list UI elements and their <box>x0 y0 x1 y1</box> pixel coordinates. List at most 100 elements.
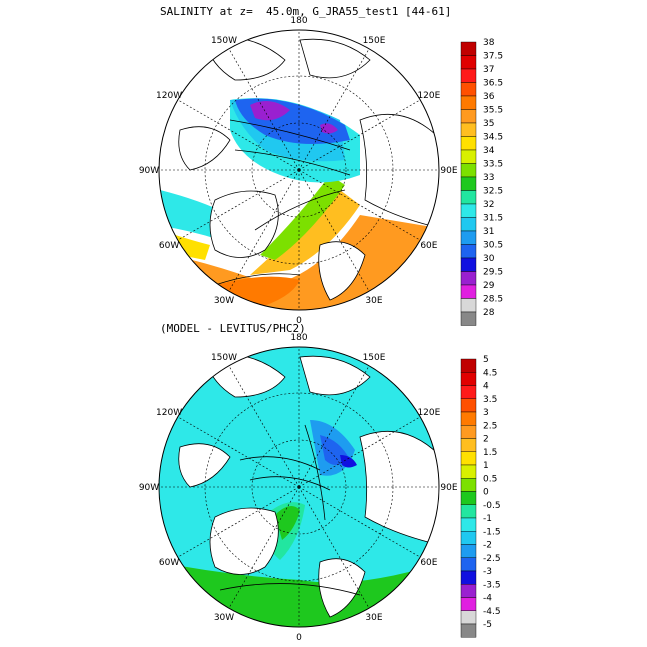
top-polar-map: 180 150E 120E 90E 60E 30E 0 30W 60W 90W 120W 150W <box>139 16 458 326</box>
longitude-label: 30E <box>365 296 382 306</box>
colorbar-label: 30.5 <box>483 241 503 251</box>
colorbar-label: -5 <box>483 620 492 630</box>
colorbar-label: 30 <box>483 254 495 264</box>
colorbar-label: -2.5 <box>483 554 501 564</box>
colorbar-label: 36.5 <box>483 79 503 89</box>
colorbar-label: 5 <box>483 355 489 365</box>
colorbar-label: -3.5 <box>483 580 501 590</box>
colorbar-label: 37.5 <box>483 52 503 62</box>
colorbar-label: 32 <box>483 200 494 210</box>
colorbar-label: 35.5 <box>483 106 503 116</box>
colorbar-label: 0 <box>483 488 489 498</box>
longitude-label: 120W <box>156 91 182 101</box>
colorbar-label: 37 <box>483 65 494 75</box>
colorbar-swatch <box>460 271 477 286</box>
colorbar-label: 3 <box>483 408 489 418</box>
longitude-label: 150E <box>363 353 386 363</box>
longitude-label: 60W <box>159 558 179 568</box>
colorbar-label: 4.5 <box>483 368 497 378</box>
colorbar-label: 29 <box>483 281 495 291</box>
scandinavia-land-diff <box>318 558 366 618</box>
colorbar-label: 1 <box>483 461 489 471</box>
colorbar-label: 33 <box>483 173 494 183</box>
colorbar-label: 35 <box>483 119 494 129</box>
colorbar-label: 29.5 <box>483 268 503 278</box>
colorbar-swatch <box>460 464 477 479</box>
colorbar-swatch <box>460 149 477 164</box>
longitude-label: 30W <box>214 613 234 623</box>
chukotka-land <box>299 38 371 79</box>
colorbar-swatch <box>460 385 477 399</box>
longitude-label: 180 <box>290 16 307 26</box>
colorbar-label: 2 <box>483 435 489 445</box>
colorbar-label: -1 <box>483 514 492 524</box>
colorbar-label: 31 <box>483 227 494 237</box>
longitude-label: 150W <box>211 353 237 363</box>
colorbar-label: 0.5 <box>483 474 497 484</box>
longitude-label: 0 <box>296 633 302 643</box>
longitude-label: 150E <box>363 36 386 46</box>
greenland-land-diff <box>209 507 279 575</box>
colorbar-swatch <box>460 217 477 232</box>
longitude-label: 60W <box>159 241 179 251</box>
colorbar-label: -3 <box>483 567 492 577</box>
colorbar-label: 32.5 <box>483 187 503 197</box>
colorbar-swatch <box>460 372 477 386</box>
top-map-title: SALINITY at z= 45.0m, G_JRA55_test1 [44-… <box>160 5 452 18</box>
longitude-label: 90E <box>440 166 457 176</box>
colorbar-swatch <box>460 311 477 326</box>
colorbar-swatch <box>460 41 477 56</box>
colorbar-label: 4 <box>483 382 489 392</box>
colorbar-swatch <box>460 478 477 492</box>
colorbar-swatch <box>460 438 477 452</box>
eurasia-land-diff <box>359 430 439 548</box>
colorbar-swatch <box>460 68 477 83</box>
colorbar-swatch <box>460 610 477 625</box>
colorbar-swatch <box>460 557 477 572</box>
colorbar-swatch <box>460 244 477 259</box>
colorbar-label: 34.5 <box>483 133 503 143</box>
longitude-label: 120E <box>417 408 440 418</box>
colorbar-swatch <box>460 425 477 439</box>
longitude-label: 150W <box>211 36 237 46</box>
longitude-label: 60E <box>420 558 437 568</box>
colorbar-swatch <box>460 623 477 638</box>
colorbar-swatch <box>460 136 477 151</box>
colorbar-swatch <box>460 109 477 124</box>
chukotka-land-diff <box>299 355 371 396</box>
colorbar-label: 28.5 <box>483 295 503 305</box>
longitude-label: 0 <box>296 316 302 326</box>
beaufort-29.5-region <box>250 101 290 121</box>
colorbar-swatch <box>460 298 477 313</box>
laptev-diff-3-region <box>340 455 357 468</box>
bottom-polar-map: 180 150E 120E 90E 60E 30E 0 30W 60W 90W 120W 150W <box>139 333 458 643</box>
colorbar-swatch <box>460 584 477 598</box>
colorbar-swatch <box>460 544 477 558</box>
bottom-colorbar: 5 4.5 4 3.5 3 2.5 2 1.5 1 0.5 0 -0.5 -1 -1.5 -2 -2.5 -3 -… <box>460 355 501 638</box>
colorbar-label: -2 <box>483 541 492 551</box>
longitude-label: 60E <box>420 241 437 251</box>
colorbar-swatch <box>460 257 477 272</box>
longitude-label: 180 <box>290 333 307 343</box>
colorbar-label: -0.5 <box>483 501 501 511</box>
colorbar-swatch <box>460 176 477 191</box>
colorbar-label: 33.5 <box>483 160 503 170</box>
colorbar-swatch <box>460 398 477 413</box>
colorbar-label: 38 <box>483 38 495 48</box>
fram-diff-0.5-region <box>275 506 300 540</box>
colorbar-swatch <box>460 95 477 110</box>
longitude-label: 90W <box>139 166 159 176</box>
eurasia-land <box>359 113 439 231</box>
colorbar-swatch <box>460 55 477 70</box>
colorbar-swatch <box>460 358 477 373</box>
siberian-29.5-region <box>320 123 338 134</box>
longitude-label: 30W <box>214 296 234 306</box>
top-colorbar: 38 37.5 37 36.5 36 35.5 35 34.5 34 33.5 33 32.5 32 31… <box>460 38 503 326</box>
colorbar-swatch <box>460 531 477 545</box>
canadian-archipelago-land-diff <box>178 443 231 488</box>
greenland-land <box>209 190 279 258</box>
longitude-label: 90W <box>139 483 159 493</box>
colorbar-label: -1.5 <box>483 527 501 537</box>
colorbar-label: 34 <box>483 146 495 156</box>
